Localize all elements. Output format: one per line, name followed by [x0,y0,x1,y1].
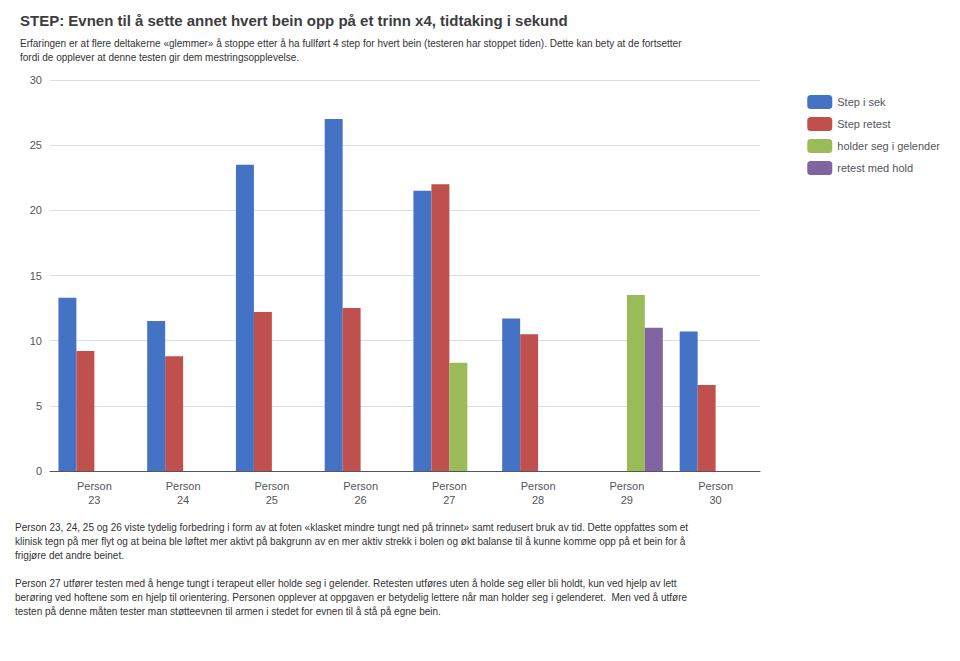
svg-text:15: 15 [30,270,42,282]
svg-text:Person 27 utfører testen med å: Person 27 utfører testen med å henge tun… [15,578,677,589]
svg-text:Person: Person [254,480,289,492]
svg-text:5: 5 [36,400,42,412]
svg-text:retest med hold: retest med hold [837,162,913,174]
svg-text:Step retest: Step retest [837,118,890,130]
svg-text:Person: Person [432,480,467,492]
svg-text:23: 23 [88,494,100,506]
svg-text:Person: Person [77,480,112,492]
svg-text:Person: Person [609,480,644,492]
svg-text:holder seg i gelender: holder seg i gelender [837,140,940,152]
svg-text:25: 25 [30,139,42,151]
svg-text:klinisk tegn på mer flyt og at: klinisk tegn på mer flyt og at beina ble… [15,536,686,547]
svg-text:berøring ved hoftene som en hj: berøring ved hoftene som en hjelp til or… [15,592,688,603]
svg-text:28: 28 [532,494,544,506]
svg-text:Erfaringen er at flere deltake: Erfaringen er at flere deltakerne «glemm… [20,38,682,49]
svg-text:20: 20 [30,204,42,216]
svg-text:25: 25 [266,494,278,506]
svg-text:frigjøre det andre beinet.: frigjøre det andre beinet. [15,550,124,561]
svg-text:0: 0 [36,465,42,477]
svg-text:27: 27 [443,494,455,506]
svg-text:Person: Person [521,480,556,492]
svg-text:fordi de opplever at denne tes: fordi de opplever at denne testen gir de… [20,52,299,63]
svg-text:testen på denne måten tester m: testen på denne måten tester man støttee… [15,606,441,617]
svg-text:STEP: Evnen til å sette annet: STEP: Evnen til å sette annet hvert bein… [20,12,568,29]
svg-text:26: 26 [355,494,367,506]
svg-text:Step i sek: Step i sek [837,96,886,108]
svg-text:30: 30 [30,74,42,86]
svg-text:10: 10 [30,335,42,347]
svg-text:Person: Person [166,480,201,492]
svg-text:Person: Person [343,480,378,492]
svg-text:Person 23, 24, 25 og 26 viste: Person 23, 24, 25 og 26 viste tydelig fo… [15,522,688,533]
svg-text:Person: Person [698,480,733,492]
svg-text:29: 29 [621,494,633,506]
svg-text:24: 24 [177,494,189,506]
svg-text:30: 30 [710,494,722,506]
